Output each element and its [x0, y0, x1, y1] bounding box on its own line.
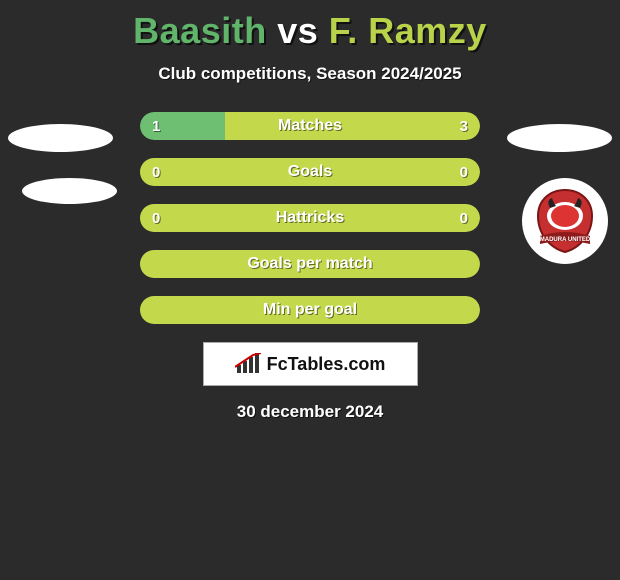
stat-row-min-per-goal: Min per goal	[140, 296, 480, 324]
val-right: 3	[460, 118, 468, 135]
title-vs: vs	[277, 10, 329, 51]
crest-banner-text: MADURA UNITED	[540, 237, 591, 243]
bar-label: Goals	[140, 163, 480, 181]
val-right: 0	[460, 164, 468, 181]
page-title: Baasith vs F. Ramzy	[0, 0, 620, 52]
bar-label: Hattricks	[140, 209, 480, 227]
bar-label: Goals per match	[140, 255, 480, 273]
decor-oval-top-right	[507, 124, 612, 152]
club-crest: MADURA UNITED	[522, 178, 608, 264]
subtitle: Club competitions, Season 2024/2025	[0, 64, 620, 84]
stat-row-goals-per-match: Goals per match	[140, 250, 480, 278]
decor-oval-top-left	[8, 124, 113, 152]
bar-chart-icon	[235, 353, 261, 375]
bar-label: Matches	[140, 117, 480, 135]
stat-row-hattricks: 0 Hattricks 0	[140, 204, 480, 232]
fctables-logo-box: FcTables.com	[203, 342, 418, 386]
title-player1: Baasith	[133, 10, 267, 51]
bar-label: Min per goal	[140, 301, 480, 319]
stat-row-matches: 1 Matches 3	[140, 112, 480, 140]
date-text: 30 december 2024	[0, 402, 620, 422]
stat-row-goals: 0 Goals 0	[140, 158, 480, 186]
title-player2: F. Ramzy	[329, 10, 487, 51]
decor-oval-mid-left	[22, 178, 117, 204]
crest-svg: MADURA UNITED	[530, 186, 600, 256]
val-right: 0	[460, 210, 468, 227]
fctables-logo-text: FcTables.com	[267, 354, 386, 375]
crest-bull-inner	[551, 205, 579, 227]
